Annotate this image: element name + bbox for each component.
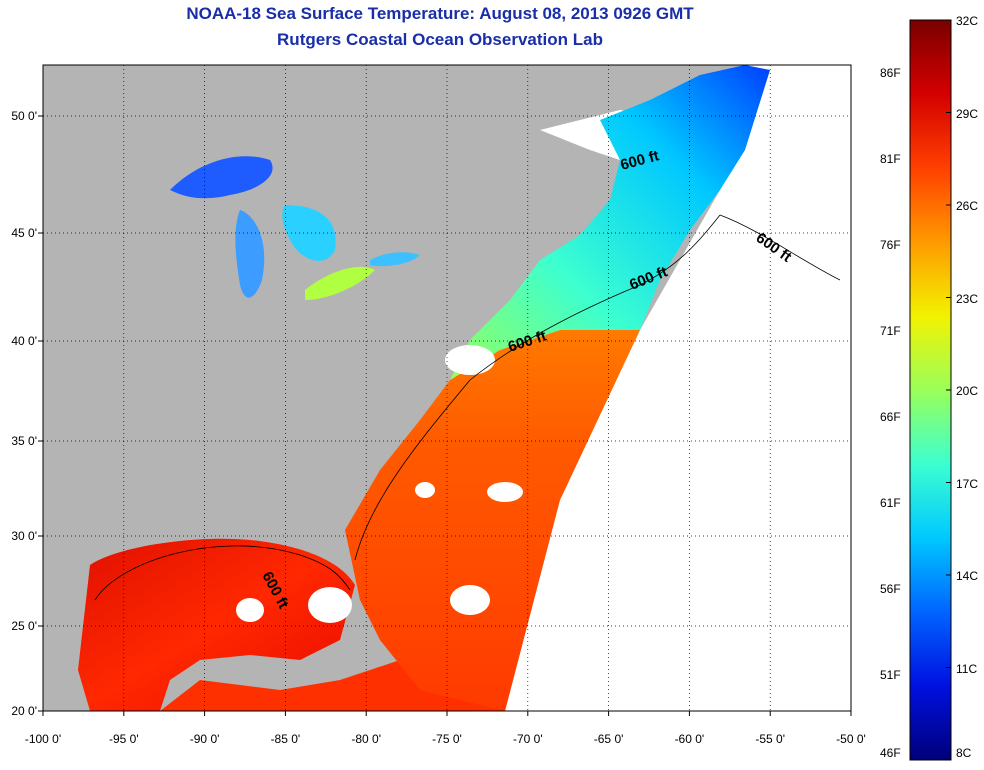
colorbar-fahrenheit-label: 46F	[880, 746, 901, 760]
colorbar-ticks	[946, 19, 951, 761]
isobath-contour	[719, 214, 841, 281]
isobath-contour	[94, 545, 351, 601]
lon-label: -65 0'	[594, 732, 624, 746]
colorbar-celsius-label: 32C	[956, 14, 979, 28]
lat-label: 20 0'	[11, 704, 37, 718]
lon-label: -100 0'	[25, 732, 61, 746]
lon-label: -85 0'	[271, 732, 301, 746]
cloud-patch	[308, 587, 352, 623]
colorbar-celsius-label: 8C	[956, 746, 972, 760]
colorbar	[909, 19, 952, 761]
colorbar-fahrenheit-label: 61F	[880, 496, 901, 510]
lon-label: -95 0'	[109, 732, 139, 746]
colorbar-celsius-label: 14C	[956, 569, 979, 583]
isobath-contour	[354, 214, 721, 561]
lat-label: 35 0'	[11, 434, 37, 448]
lon-label: -50 0'	[836, 732, 866, 746]
colorbar-celsius-label: 29C	[956, 106, 979, 121]
cloud-patch	[450, 585, 490, 615]
lon-label: -75 0'	[432, 732, 462, 746]
lon-label: -90 0'	[190, 732, 220, 746]
lat-label: 30 0'	[11, 529, 37, 543]
colorbar-fahrenheit-label: 56F	[880, 582, 901, 596]
colorbar-fahrenheit-label: 71F	[880, 324, 901, 338]
lake-erie	[305, 266, 375, 300]
no-data-area	[505, 65, 851, 711]
lat-label: 50 0'	[11, 109, 37, 123]
lake-michigan	[235, 210, 265, 298]
lat-label: 40 0'	[11, 334, 37, 348]
lon-label: -60 0'	[675, 732, 705, 746]
lat-label: 45 0'	[11, 226, 37, 240]
colorbar-fahrenheit-label: 86F	[880, 66, 901, 80]
map-title: NOAA-18 Sea Surface Temperature: August …	[186, 4, 694, 23]
northeast-cold-sst	[450, 65, 770, 380]
colorbar-celsius-label: 26C	[956, 199, 979, 213]
map-subtitle: Rutgers Coastal Ocean Observation Lab	[277, 30, 603, 49]
colorbar-fahrenheit-label: 76F	[880, 238, 901, 252]
colorbar-celsius-label: 17C	[956, 476, 979, 491]
lon-label: -80 0'	[351, 732, 381, 746]
colorbar-celsius-label: 11C	[956, 661, 978, 676]
colorbar-fahrenheit-label: 51F	[880, 668, 901, 682]
longitude-axis: -100 0' -95 0' -90 0' -85 0' -80 0' -75 0' -70…	[25, 711, 866, 746]
cloud-patch	[487, 482, 523, 502]
lon-label: -55 0'	[755, 732, 785, 746]
colorbar-fahrenheit-label: 81F	[880, 152, 901, 166]
lake-ontario	[370, 252, 420, 267]
map-grid	[43, 65, 851, 711]
lon-label: -70 0'	[513, 732, 543, 746]
colorbar-celsius-label: 23C	[956, 291, 979, 306]
lake-superior	[170, 156, 273, 199]
lake-huron	[282, 205, 336, 261]
colorbar-celsius-label: 20C	[956, 384, 979, 398]
lat-label: 25 0'	[11, 619, 37, 633]
cloud-patch	[415, 482, 435, 498]
cloud-patch	[236, 598, 264, 622]
latitude-axis: 20 0' 25 0' 30 0' 35 0' 40 0' 45 0' 50 0'	[11, 109, 43, 718]
cloud-patch	[445, 345, 495, 375]
atlantic-warm-sst	[345, 330, 640, 711]
colorbar-fahrenheit-label: 66F	[880, 410, 901, 424]
